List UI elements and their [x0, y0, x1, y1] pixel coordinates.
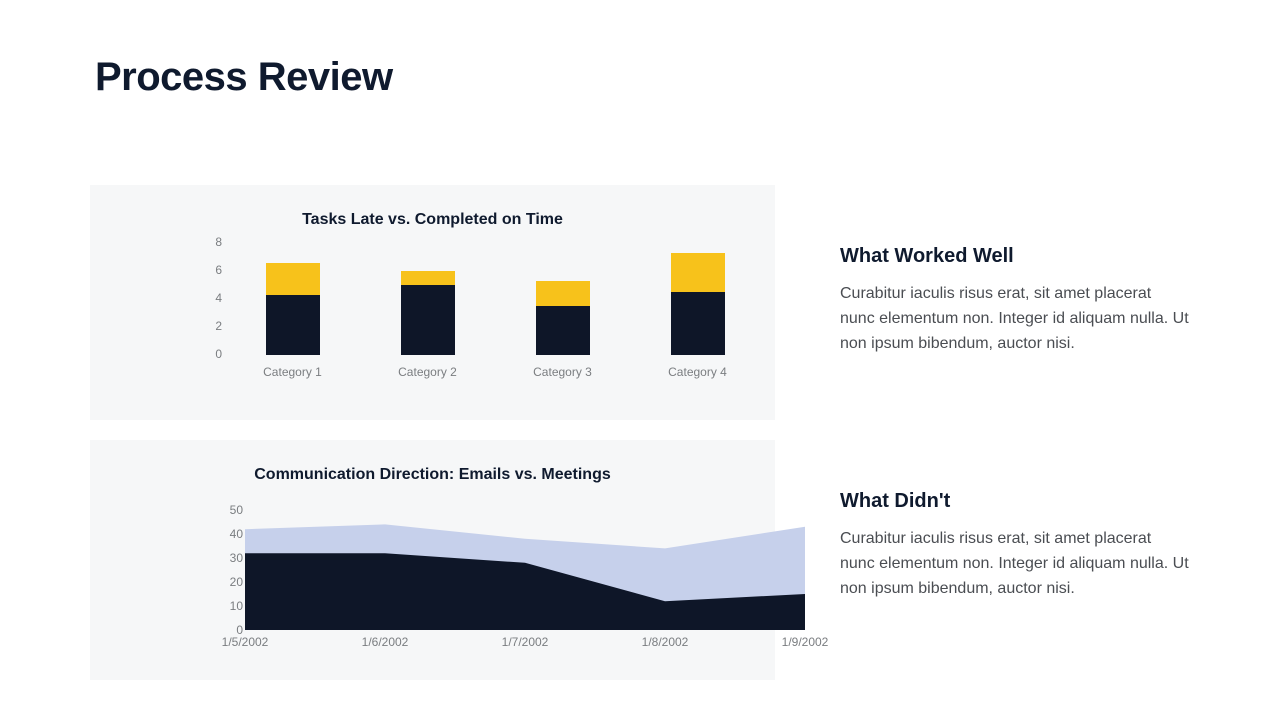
bar-chart-card: Tasks Late vs. Completed on Time 0 2 4 6 8 C…: [90, 185, 775, 420]
bar-segment-late: [536, 281, 590, 306]
y-tick-label: 6: [200, 263, 222, 277]
bar-x-label: Category 2: [363, 365, 493, 379]
bar-group: [536, 281, 590, 355]
page-title: Process Review: [95, 55, 393, 100]
bar-x-label: Category 3: [498, 365, 628, 379]
y-tick-label: 50: [215, 503, 243, 517]
x-tick-label: 1/7/2002: [485, 635, 565, 649]
bar-x-label: Category 4: [633, 365, 763, 379]
y-tick-label: 4: [200, 291, 222, 305]
bar-chart-y-axis: 0 2 4 6 8: [200, 237, 222, 387]
bar-group: [401, 271, 455, 355]
bar-segment-completed: [671, 292, 725, 355]
bar-segment-late: [401, 271, 455, 285]
y-tick-label: 20: [215, 575, 243, 589]
area-chart-x-axis: 1/5/20021/6/20021/7/20021/8/20021/9/2002: [200, 635, 820, 655]
text-block-didnt-work: What Didn't Curabitur iaculis risus erat…: [840, 490, 1190, 601]
y-tick-label: 30: [215, 551, 243, 565]
x-tick-label: 1/6/2002: [345, 635, 425, 649]
y-tick-label: 40: [215, 527, 243, 541]
x-tick-label: 1/9/2002: [765, 635, 845, 649]
area-chart-card: Communication Direction: Emails vs. Meet…: [90, 440, 775, 680]
area-chart-svg: [245, 510, 805, 630]
bar-chart-title: Tasks Late vs. Completed on Time: [90, 211, 775, 229]
text-block-heading: What Didn't: [840, 490, 1190, 513]
x-tick-label: 1/8/2002: [625, 635, 705, 649]
y-tick-label: 10: [215, 599, 243, 613]
area-chart-y-axis: 01020304050: [215, 495, 243, 635]
bar-segment-completed: [401, 285, 455, 355]
bar-chart-plot: Category 1 Category 2 Category 3 Category 4: [225, 243, 765, 383]
bar-segment-late: [266, 263, 320, 295]
slide: Process Review Tasks Late vs. Completed …: [0, 0, 1280, 720]
text-block-body: Curabitur iaculis risus erat, sit amet p…: [840, 282, 1190, 356]
bar-x-label: Category 1: [228, 365, 358, 379]
x-tick-label: 1/5/2002: [205, 635, 285, 649]
bar-group: [671, 253, 725, 355]
bar-segment-completed: [266, 295, 320, 355]
bar-group: [266, 263, 320, 355]
y-tick-label: 0: [200, 347, 222, 361]
text-block-worked-well: What Worked Well Curabitur iaculis risus…: [840, 245, 1190, 356]
text-block-heading: What Worked Well: [840, 245, 1190, 268]
bar-segment-completed: [536, 306, 590, 355]
area-chart-plot: [245, 510, 805, 630]
text-block-body: Curabitur iaculis risus erat, sit amet p…: [840, 527, 1190, 601]
bar-segment-late: [671, 253, 725, 292]
area-chart-title: Communication Direction: Emails vs. Meet…: [90, 466, 775, 484]
y-tick-label: 2: [200, 319, 222, 333]
y-tick-label: 8: [200, 235, 222, 249]
